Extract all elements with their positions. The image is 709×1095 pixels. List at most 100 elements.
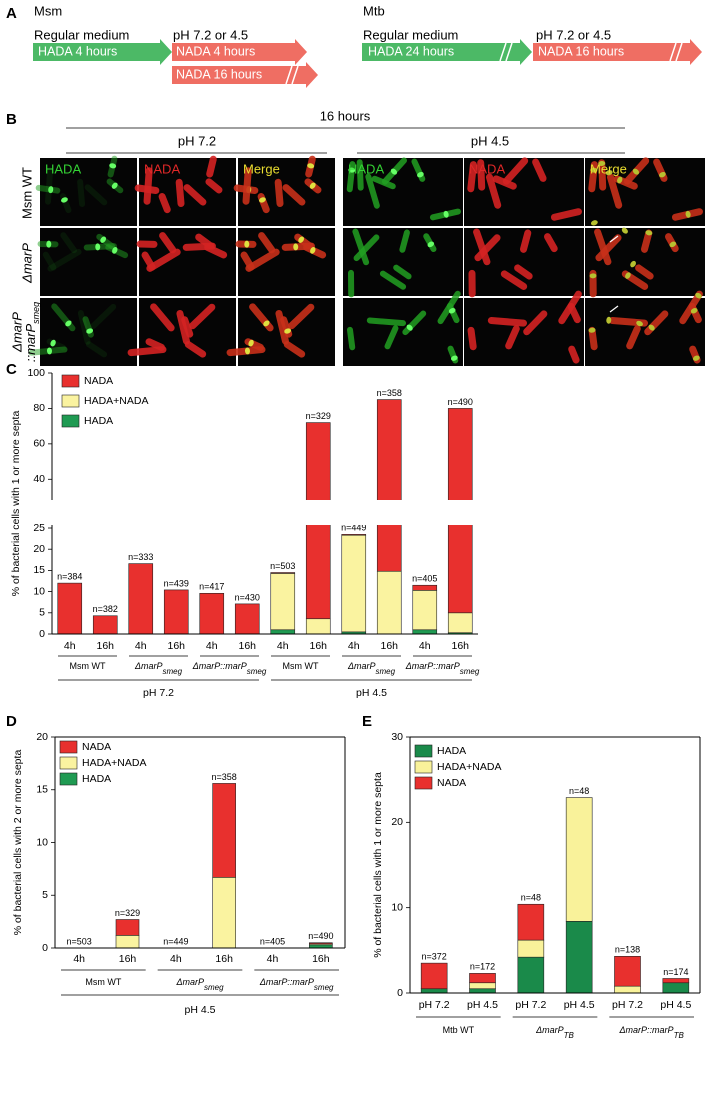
bacterium	[158, 193, 171, 214]
bacterium	[90, 303, 117, 330]
n-label: n=490	[448, 397, 473, 407]
septum	[244, 347, 250, 355]
rod	[606, 173, 623, 209]
bacterium	[105, 244, 129, 259]
bar-segment	[447, 612, 473, 634]
arrow	[172, 62, 318, 88]
bacterium	[429, 208, 461, 221]
x-tick-label: 4h	[267, 953, 279, 965]
septum	[298, 236, 305, 243]
y-tick-label: 60	[33, 438, 45, 450]
n-label: n=503	[67, 936, 92, 946]
y-tick-label: 10	[33, 585, 45, 597]
legend-swatch	[61, 374, 80, 388]
bar-segment	[341, 534, 367, 536]
rod	[77, 178, 86, 208]
n-label: n=405	[260, 936, 285, 946]
bacterium	[598, 159, 607, 191]
x-tick-label: 16h	[119, 953, 137, 965]
bacterium	[381, 157, 408, 185]
ph-header: pH 7.2	[178, 133, 216, 148]
rod	[467, 326, 477, 351]
septum	[669, 241, 677, 248]
septum	[427, 241, 435, 248]
bacterium	[352, 228, 370, 266]
bacterium	[514, 264, 533, 280]
break-mark	[499, 42, 507, 62]
bacterium	[393, 264, 412, 280]
group-label: ΔmarPTB	[535, 1025, 574, 1039]
group-label: ΔmarP::marPsmeg	[192, 661, 267, 675]
bacterium	[181, 316, 194, 338]
bar-segment	[163, 589, 189, 635]
septum	[263, 320, 270, 327]
bacterium	[304, 178, 322, 194]
bar-segment	[517, 956, 545, 994]
bacterium	[640, 229, 653, 253]
legend-swatch	[61, 394, 80, 408]
rod	[189, 303, 216, 330]
rod	[371, 175, 396, 190]
bacterium	[588, 326, 598, 351]
group-label-main: ΔmarP::marP	[405, 661, 460, 671]
rod	[635, 264, 654, 280]
group-label: ΔmarPsmeg	[347, 661, 396, 675]
bar-segment	[412, 584, 438, 591]
rod	[353, 234, 380, 262]
time-label: 16 hours	[320, 108, 371, 123]
arrow	[362, 39, 532, 65]
arrow	[33, 39, 172, 65]
rod	[145, 338, 165, 351]
n-label: n=48	[521, 893, 541, 903]
bacterium	[664, 233, 679, 253]
x-tick-label: 16h	[167, 640, 185, 652]
rod	[588, 326, 598, 351]
group-label-sub: smeg	[162, 667, 182, 676]
group-label-main: Msm WT	[85, 977, 121, 987]
bacterium	[59, 193, 72, 214]
rod	[379, 270, 407, 290]
bacterium	[206, 155, 217, 178]
rod	[206, 155, 217, 178]
bar-segment	[614, 956, 641, 987]
x-tick-label: 16h	[312, 953, 330, 965]
bacterium	[402, 310, 427, 336]
rod	[181, 316, 194, 338]
row-label: ::marPsmeg	[23, 302, 41, 362]
bacterium	[85, 341, 108, 358]
arrow-label: NADA 16 hours	[538, 44, 624, 58]
group-label-main: Msm WT	[283, 661, 319, 671]
bacterium	[365, 173, 380, 209]
bar-segment	[565, 921, 593, 994]
bacterium	[411, 158, 426, 182]
y-tick-label: 5	[39, 607, 45, 619]
bar-segment	[469, 973, 496, 984]
bacterium	[487, 317, 528, 327]
legend-swatch	[61, 414, 80, 428]
x-tick-label: 4h	[206, 640, 218, 652]
y-tick-label: 20	[391, 816, 403, 828]
ph-label: pH 7.2 or 4.5	[536, 27, 611, 42]
rod	[626, 325, 641, 350]
n-label: n=382	[93, 604, 118, 614]
legend-label: NADA	[84, 375, 113, 387]
x-tick-label: pH 7.2	[419, 999, 450, 1011]
bacterium	[305, 155, 316, 178]
bacterium	[242, 167, 252, 205]
group-label: ΔmarP::marPTB	[619, 1025, 685, 1039]
rod	[595, 234, 622, 262]
bacterium	[384, 325, 399, 350]
rod	[473, 228, 491, 266]
bar-segment	[270, 629, 296, 635]
bacterium	[275, 310, 289, 345]
y-tick-label: 20	[36, 731, 48, 743]
rod	[347, 269, 355, 298]
y-tick-label: 15	[36, 784, 48, 796]
rod	[175, 178, 185, 208]
bacterium	[613, 175, 638, 190]
septum	[632, 168, 640, 175]
septum	[100, 236, 107, 243]
bacterium	[423, 233, 437, 253]
y-tick-label: 0	[42, 942, 48, 954]
bacterium	[244, 338, 264, 351]
